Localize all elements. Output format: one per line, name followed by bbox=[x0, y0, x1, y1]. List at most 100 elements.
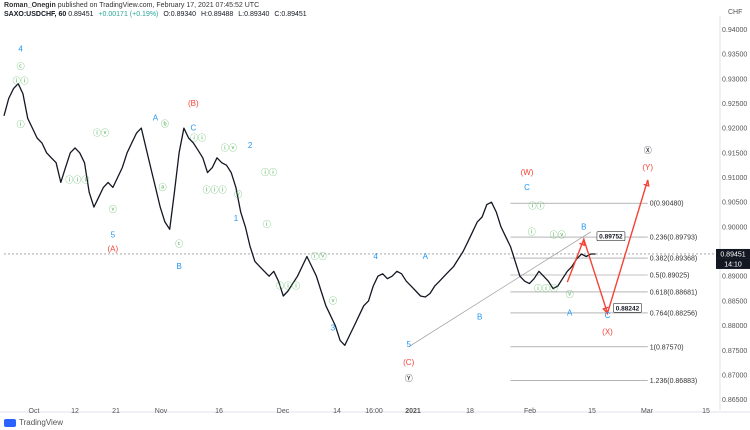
wave-label: ⓘⓘⓘ bbox=[203, 185, 227, 194]
y-tick-label: 0.88500 bbox=[722, 298, 747, 305]
wave-label: ⓘⓘ bbox=[261, 168, 277, 177]
wave-label: ⓘⓘⓘ bbox=[65, 175, 89, 184]
wave-label: ⓥ bbox=[566, 290, 574, 299]
wave-label: ⓘ bbox=[528, 227, 536, 236]
y-tick-label: 0.93000 bbox=[722, 76, 747, 83]
ohlc-open: O:0.89340 bbox=[163, 11, 197, 18]
tradingview-brand[interactable]: TradingView bbox=[4, 418, 63, 427]
wave-label: ⓥ bbox=[234, 190, 242, 199]
symbol-label: SAXO:USDCHF, 60 bbox=[4, 11, 67, 18]
price-change: +0.00171 (+0.19%) bbox=[98, 11, 159, 18]
ohlc-high: H:0.89488 bbox=[201, 11, 234, 18]
y-tick-label: 0.91000 bbox=[722, 175, 747, 182]
price-badge-label: 0.89451 bbox=[720, 251, 745, 258]
y-tick-label: 0.87500 bbox=[722, 348, 747, 355]
last-price: 0.89451 bbox=[68, 11, 94, 18]
projection-arrowhead bbox=[579, 239, 586, 247]
wave-label: C bbox=[605, 311, 611, 320]
wave-label: ⓘⓘ bbox=[529, 202, 545, 211]
wave-label: ⓘ bbox=[263, 220, 271, 229]
wave-label: Ⓧ bbox=[644, 146, 652, 155]
wave-label: C bbox=[524, 183, 530, 192]
wave-label: (A) bbox=[108, 245, 119, 254]
wave-label: 5 bbox=[406, 340, 411, 349]
wave-label: ⓑ bbox=[161, 120, 169, 129]
projection-arrowhead bbox=[643, 179, 650, 187]
publish-info: published on TradingView.com, February 1… bbox=[57, 2, 260, 9]
fib-level-label: 1(0.87570) bbox=[650, 344, 684, 351]
price-line bbox=[3, 83, 596, 346]
wave-label: ⓘⓘⓘ bbox=[276, 282, 300, 291]
wave-label: ⓒ bbox=[175, 240, 183, 249]
y-tick-label: 0.93500 bbox=[722, 52, 747, 59]
y-tick-label: 0.92000 bbox=[722, 126, 747, 133]
price-badge bbox=[716, 248, 750, 259]
wave-label: (B) bbox=[188, 99, 199, 108]
wave-label: B bbox=[581, 222, 586, 231]
x-tick-label: 21 bbox=[112, 408, 120, 415]
wave-label: ⓘⓘ bbox=[13, 77, 29, 86]
wave-label: ⓘⓥ bbox=[221, 143, 237, 152]
wave-label: ⓘⓘ bbox=[190, 133, 206, 142]
wave-label: ⓘ bbox=[17, 120, 25, 129]
wave-label: ⓐ bbox=[159, 183, 167, 192]
wave-label: 1 bbox=[234, 214, 239, 223]
price-callout-box bbox=[596, 231, 626, 242]
projection-line bbox=[566, 179, 649, 316]
x-tick-label: Nov bbox=[155, 408, 168, 415]
brand-name: TradingView bbox=[19, 418, 64, 427]
x-tick-label: Mar bbox=[641, 408, 654, 415]
price-callout-label: 0.88242 bbox=[616, 305, 640, 312]
fib-level-label: 0.5(0.89025) bbox=[650, 272, 690, 279]
wave-label: (X) bbox=[602, 327, 613, 336]
x-tick-label: 12 bbox=[71, 408, 79, 415]
fib-level-label: 0.618(0.88681) bbox=[650, 289, 697, 296]
ohlc-close: C:0.89451 bbox=[274, 11, 307, 18]
x-tick-label: 2021 bbox=[405, 408, 421, 415]
wave-label: 5 bbox=[111, 231, 116, 240]
fib-level-label: 1.236(0.86883) bbox=[650, 378, 697, 385]
wave-label: ⓒ bbox=[17, 62, 25, 71]
wave-label: ⓘⓥ bbox=[311, 252, 327, 261]
tradingview-logo-icon bbox=[4, 418, 16, 427]
x-tick-label: 15 bbox=[588, 408, 596, 415]
y-tick-label: 0.90500 bbox=[722, 200, 747, 207]
wave-label: (Y) bbox=[642, 163, 653, 172]
trend-channel bbox=[408, 231, 592, 348]
projection-path bbox=[566, 179, 650, 316]
y-tick-label: 0.90000 bbox=[722, 224, 747, 231]
x-tick-label: 18 bbox=[466, 408, 474, 415]
wave-label: (C) bbox=[403, 358, 414, 367]
wave-label: A bbox=[153, 114, 159, 123]
projection-arrowhead bbox=[602, 306, 609, 314]
wave-label: (W) bbox=[521, 168, 534, 177]
wave-label: B bbox=[176, 262, 181, 271]
y-tick-label: 0.89000 bbox=[722, 274, 747, 281]
wave-label: A bbox=[567, 309, 573, 318]
price-callout-box bbox=[613, 303, 642, 313]
time-badge-label: 14:10 bbox=[724, 261, 742, 268]
price-axis: CHF 0.94000 0.93500 0.93000 0.92500 0.92000 0.… bbox=[716, 9, 750, 410]
wave-label: 4 bbox=[18, 45, 23, 54]
fib-level-label: 0(0.90480) bbox=[650, 201, 684, 208]
fib-level-label: 0.236(0.89793) bbox=[650, 235, 697, 242]
x-tick-label: 14 bbox=[333, 408, 341, 415]
fib-level-label: 0.764(0.88256) bbox=[650, 310, 697, 317]
wave-label: 4 bbox=[373, 252, 378, 261]
wave-label: A bbox=[423, 252, 429, 261]
wave-label: B bbox=[477, 313, 482, 322]
price-callout-label: 0.89752 bbox=[599, 234, 623, 241]
wave-label: 2 bbox=[248, 141, 253, 150]
fib-level-label: 0.382(0.89368) bbox=[650, 256, 697, 263]
wave-label: 3 bbox=[331, 324, 336, 333]
ohlc-low: L:0.89340 bbox=[238, 11, 270, 18]
wave-label: ⓘⓥ bbox=[93, 129, 109, 138]
x-tick-label: 16:00 bbox=[365, 408, 383, 415]
author-name[interactable]: Roman_Onegin bbox=[4, 2, 56, 9]
price-series bbox=[3, 83, 596, 346]
y-tick-label: 0.87000 bbox=[722, 372, 747, 379]
wave-label: ⓘⓘⓘ bbox=[534, 284, 558, 293]
time-axis: Oct 12 21 Nov 16 Dec 14 16:00 2021 18 Feb 15 Mar 15 bbox=[0, 408, 750, 415]
